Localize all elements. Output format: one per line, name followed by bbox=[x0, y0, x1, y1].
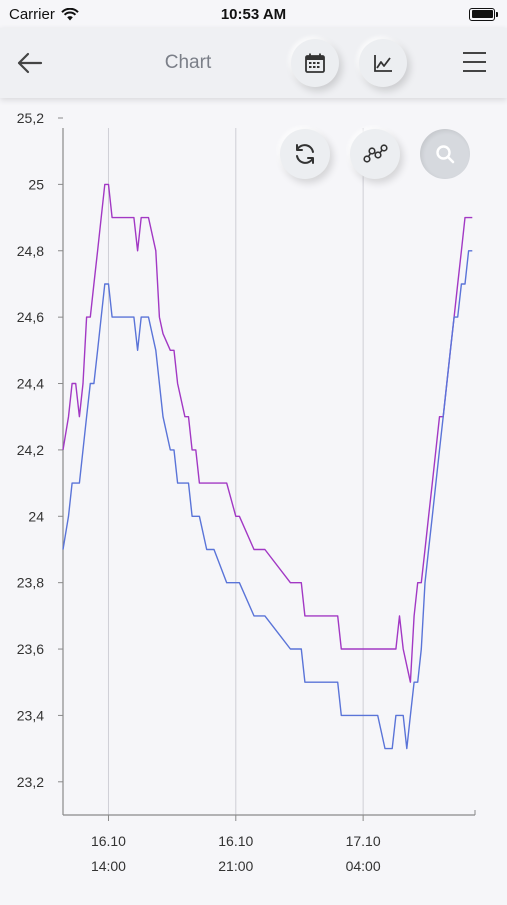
y-tick-label: 24,2 bbox=[17, 442, 44, 458]
page-title: Chart bbox=[164, 52, 212, 73]
x-tick-label-time: 14:00 bbox=[91, 858, 126, 874]
x-tick-label-time: 21:00 bbox=[218, 858, 253, 874]
y-tick-label: 23,4 bbox=[17, 707, 44, 723]
y-tick-label: 25 bbox=[28, 176, 44, 192]
y-tick-label: 24 bbox=[28, 508, 44, 524]
calendar-icon bbox=[305, 53, 325, 73]
x-tick-label-date: 17.10 bbox=[346, 833, 381, 849]
status-left: Carrier bbox=[0, 6, 79, 23]
y-tick-label: 23,6 bbox=[17, 641, 44, 657]
arrow-left-icon bbox=[17, 52, 43, 74]
x-tick-label-time: 04:00 bbox=[346, 858, 381, 874]
y-tick-label: 25,2 bbox=[17, 110, 44, 126]
data-points-icon bbox=[363, 144, 388, 163]
status-time: 10:53 AM bbox=[220, 6, 287, 23]
y-tick-label: 23,8 bbox=[17, 575, 44, 591]
y-tick-label: 24,6 bbox=[17, 309, 44, 325]
battery-icon bbox=[469, 7, 498, 21]
line-chart[interactable]: 23,2 23,4 23,6 23,8 24 24,2 24,4 24,6 24,8 25 25,2… bbox=[0, 98, 507, 900]
app-header: Chart bbox=[0, 28, 507, 98]
status-bar: Carrier 10:53 AM bbox=[0, 0, 507, 28]
x-tick-label-date: 16.10 bbox=[91, 833, 126, 849]
zoom-icon bbox=[436, 145, 455, 164]
series-line-1 bbox=[62, 183, 473, 683]
y-tick-label: 24,8 bbox=[17, 243, 44, 259]
zoom-button[interactable] bbox=[420, 129, 470, 179]
y-tick-label: 24,4 bbox=[17, 376, 44, 392]
carrier-label: Carrier bbox=[9, 5, 55, 23]
menu-button[interactable] bbox=[460, 50, 492, 78]
refresh-button[interactable] bbox=[280, 129, 330, 179]
status-right bbox=[469, 7, 507, 21]
series-line-2 bbox=[62, 250, 473, 750]
x-tick-label-date: 16.10 bbox=[218, 833, 253, 849]
wifi-icon bbox=[61, 7, 79, 20]
line-chart-icon bbox=[374, 55, 392, 72]
calendar-button[interactable] bbox=[291, 39, 339, 87]
chart-type-button[interactable] bbox=[359, 39, 407, 87]
y-tick-label: 23,2 bbox=[17, 774, 44, 790]
back-button[interactable] bbox=[14, 48, 50, 78]
refresh-icon bbox=[296, 144, 314, 164]
chart-area[interactable]: 23,2 23,4 23,6 23,8 24 24,2 24,4 24,6 24,8 25 25,2… bbox=[0, 98, 507, 900]
hamburger-menu-icon bbox=[463, 52, 486, 72]
data-points-button[interactable] bbox=[350, 129, 400, 179]
